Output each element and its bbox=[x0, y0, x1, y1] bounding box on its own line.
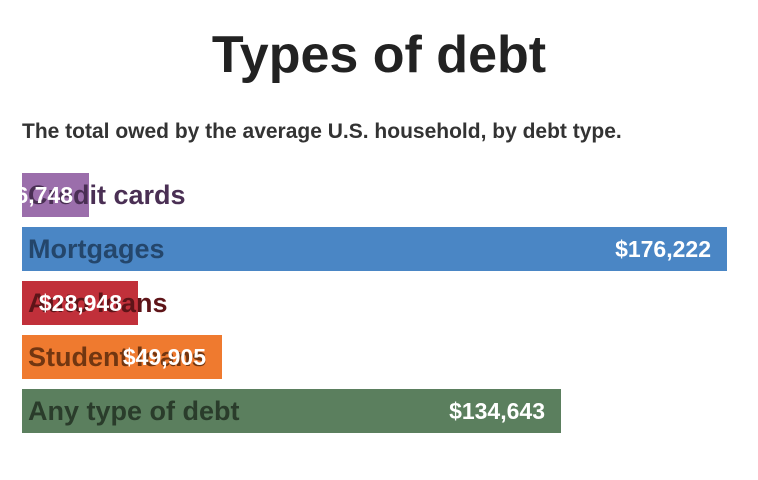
bar-value-label: $49,905 bbox=[122, 344, 206, 370]
bar-category-label: Mortgages bbox=[28, 234, 165, 264]
chart-subtitle: The total owed by the average U.S. house… bbox=[22, 120, 622, 143]
bar-value-label: $16,748 bbox=[0, 182, 73, 208]
bar-category-label: Any type of debt bbox=[28, 396, 240, 426]
bar-credit-cards: Credit cards$16,748 bbox=[0, 173, 186, 217]
chart-title: Types of debt bbox=[211, 26, 547, 84]
bar-value-label: $134,643 bbox=[449, 398, 545, 424]
bar-category-label: Student loans bbox=[28, 342, 207, 372]
bar-any-type-of-debt: Any type of debt $134,643 bbox=[22, 389, 561, 433]
bar-value-label: $28,948 bbox=[38, 290, 122, 316]
bar-category-label: Credit cards bbox=[28, 180, 186, 210]
bar-category-label: Auto loans bbox=[28, 288, 168, 318]
bar-student-loans: Student loans $49,905 bbox=[22, 335, 222, 379]
bar-value-label: $176,222 bbox=[615, 236, 711, 262]
bar-mortgages: Mortgages $176,222 bbox=[22, 227, 727, 271]
bar-auto-loans: Auto loans $28,948 bbox=[22, 281, 168, 325]
